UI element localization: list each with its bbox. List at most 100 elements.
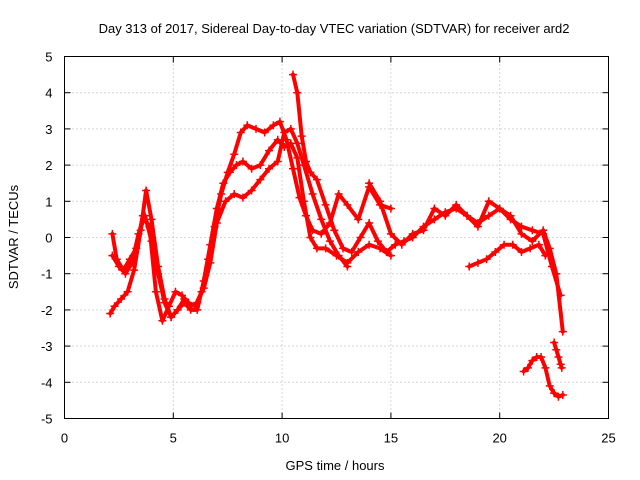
series-line [291,72,563,298]
data-point [321,200,330,209]
data-point [223,168,232,177]
series-line [110,126,350,320]
data-point [238,157,247,166]
data-point [517,229,526,238]
y-tick-label: 5 [45,50,52,65]
series-track-4 [288,70,565,300]
series-track-7 [519,352,567,401]
data-point [147,215,156,224]
data-point [114,262,123,271]
data-point [386,229,395,238]
data-point [356,233,365,242]
data-point [260,128,269,137]
y-tick-label: -1 [41,267,53,282]
y-tick-label: 0 [45,231,52,246]
data-point [386,204,395,213]
data-point [376,197,385,206]
data-point [151,287,160,296]
y-tick-label: 2 [45,158,52,173]
data-point [473,222,482,231]
series-line [108,137,393,320]
data-point [465,262,474,271]
data-point [343,200,352,209]
data-point [110,302,119,311]
data-point [236,128,245,137]
data-point [265,146,274,155]
data-point [526,244,535,253]
data-point [554,392,563,401]
data-point [212,219,221,228]
data-point [121,269,130,278]
data-point [302,211,311,220]
data-point [541,251,550,260]
data-point [280,128,289,137]
data-point [556,360,565,369]
data-point [554,352,563,361]
data-point [557,363,566,372]
data-point [386,251,395,260]
data-point [484,211,493,220]
data-point [230,190,239,199]
x-tick-label: 25 [601,431,615,446]
data-point [334,251,343,260]
series-track-6 [465,240,550,271]
data-point [321,244,330,253]
data-point [106,309,115,318]
x-axis-label: GPS time / hours [286,458,385,473]
data-point [108,251,117,260]
data-point [123,287,132,296]
data-point [306,233,315,242]
data-point [495,204,504,213]
data-point [147,237,156,246]
data-point [297,132,306,141]
data-point [463,211,472,220]
data-point [347,247,356,256]
axis-ticks: 0 5 10 15 20 25 -5 -4 -3 -2 -1 0 1 2 3 4 5 [41,50,616,446]
series-track-5 [365,179,567,336]
data-point [343,262,352,271]
data-point [193,298,202,307]
x-tick-label: 0 [61,431,68,446]
data-point [221,197,230,206]
data-point [430,215,439,224]
x-tick-label: 10 [275,431,289,446]
y-tick-label: -2 [41,303,53,318]
data-point [491,247,500,256]
data-point [382,247,391,256]
data-point [265,164,274,173]
data-point [552,269,561,278]
data-point [295,193,304,202]
series-track-8 [550,338,566,372]
data-point [484,197,493,206]
data-point [141,211,150,220]
data-point [134,229,143,238]
data-point [180,295,189,304]
series-line [110,119,393,323]
data-point [506,211,515,220]
data-point [317,215,326,224]
x-tick-label: 15 [384,431,398,446]
data-point [325,237,334,246]
data-point [273,135,282,144]
data-point [317,229,326,238]
data-point [334,190,343,199]
data-point [127,258,136,267]
x-tick-label: 5 [170,431,177,446]
y-tick-label: 4 [45,86,52,101]
data-point [365,179,374,188]
data-point [117,295,126,304]
series-line [521,355,565,399]
data-point [238,193,247,202]
data-point [534,240,543,249]
data-point [160,298,169,307]
data-point [308,226,317,235]
data-point [430,204,439,213]
data-point [312,244,321,253]
data-point [230,150,239,159]
data-point [519,367,528,376]
y-tick-label: 1 [45,194,52,209]
data-point [354,215,363,224]
data-point [108,229,117,238]
y-tick-label: 3 [45,122,52,137]
data-point [273,157,282,166]
